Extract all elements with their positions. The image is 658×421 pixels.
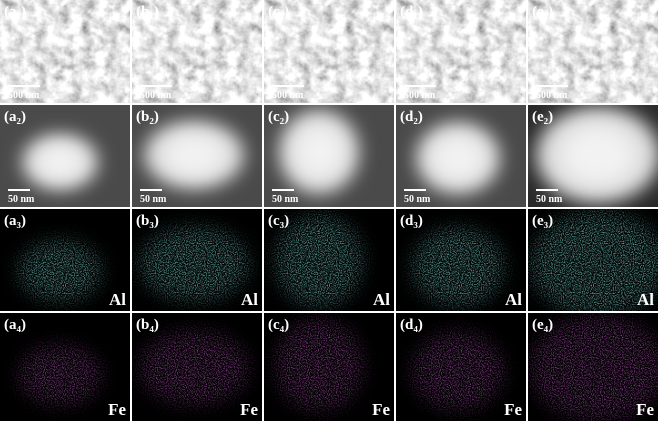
panel-label: (c₁) xyxy=(268,4,289,20)
panel: (c₁) 500 nm xyxy=(264,0,394,103)
panel-label: (a₃) xyxy=(4,213,26,229)
panel: (c₂) 50 nm xyxy=(264,105,394,207)
scale-label: 500 nm xyxy=(404,90,436,101)
element-label: Fe xyxy=(372,400,390,419)
element-label: Al xyxy=(373,290,390,309)
panel: (b₁) 500 nm xyxy=(132,0,262,103)
panel: (d₁) 500 nm xyxy=(396,0,526,103)
panel-label: (e₁) xyxy=(532,4,553,20)
particle-core xyxy=(433,136,483,179)
panel-label: (e₂) xyxy=(532,109,553,125)
scale-label: 50 nm xyxy=(536,194,563,205)
element-label: Al xyxy=(241,290,258,309)
panel: (c₄) Fe xyxy=(264,313,394,421)
particle-core xyxy=(295,127,343,177)
panel-label: (e₃) xyxy=(532,213,553,229)
element-label: Fe xyxy=(240,400,258,419)
panel-label: (a₄) xyxy=(4,317,26,333)
panel-label: (d₂) xyxy=(400,109,423,125)
panel-label: (a₂) xyxy=(4,109,26,125)
scale-label: 500 nm xyxy=(272,90,304,101)
scale-label: 500 nm xyxy=(536,90,568,101)
particle-core xyxy=(164,135,224,176)
panel-label: (c₂) xyxy=(268,109,289,125)
panel-label: (a₁) xyxy=(4,4,26,20)
panel-label: (d₁) xyxy=(400,4,423,20)
panel-label: (b₂) xyxy=(136,109,159,125)
panel: (e₁) 500 nm xyxy=(528,0,658,103)
scale-label: 50 nm xyxy=(140,194,167,205)
element-label: Fe xyxy=(504,400,522,419)
panel: (e₂) 50 nm xyxy=(528,105,658,207)
element-label: Fe xyxy=(636,400,654,419)
scale-label: 500 nm xyxy=(8,90,40,101)
panel: (b₂) 50 nm xyxy=(132,105,262,207)
panel-label: (c₃) xyxy=(268,213,289,229)
panel: (a₃) Al xyxy=(0,209,130,311)
panel: (c₃) Al xyxy=(264,209,394,311)
particle-core xyxy=(561,126,635,184)
element-label: Al xyxy=(637,290,654,309)
element-label: Al xyxy=(109,290,126,309)
panel-label: (d₃) xyxy=(400,213,423,229)
particle-core xyxy=(37,145,83,179)
panel-label: (e₄) xyxy=(532,317,553,333)
panel: (d₃) Al xyxy=(396,209,526,311)
scale-label: 50 nm xyxy=(8,194,35,205)
scale-label: 500 nm xyxy=(140,90,172,101)
panel-label: (b₁) xyxy=(136,4,159,20)
panel-label: (d₄) xyxy=(400,317,423,333)
element-label: Fe xyxy=(108,400,126,419)
panel-label: (c₄) xyxy=(268,317,289,333)
panel: (e₃) Al xyxy=(528,209,658,311)
panel: (d₄) Fe xyxy=(396,313,526,421)
panel: (d₂) 50 nm xyxy=(396,105,526,207)
panel: (b₃) Al xyxy=(132,209,262,311)
panel-label: (b₃) xyxy=(136,213,159,229)
panel: (b₄) Fe xyxy=(132,313,262,421)
panel: (a₂) 50 nm xyxy=(0,105,130,207)
scale-label: 50 nm xyxy=(272,194,299,205)
panel: (a₄) Fe xyxy=(0,313,130,421)
figure: (a₁) 500 nm (b₁) 500 nm (c₁) 500 nm (d₁) 500 nm… xyxy=(0,0,658,421)
panel-label: (b₄) xyxy=(136,317,159,333)
scale-label: 50 nm xyxy=(404,194,431,205)
panel: (e₄) Fe xyxy=(528,313,658,421)
panel: (a₁) 500 nm xyxy=(0,0,130,103)
element-label: Al xyxy=(505,290,522,309)
